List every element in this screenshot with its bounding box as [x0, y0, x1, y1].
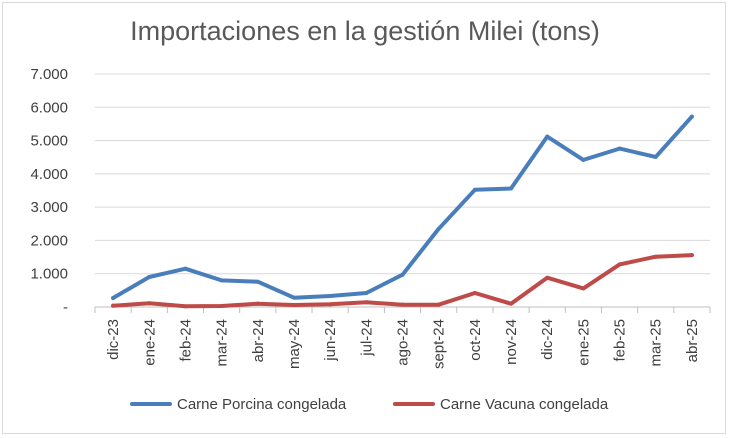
data-point [581, 157, 586, 162]
data-point [653, 254, 658, 259]
x-tick-label: abr-25 [684, 319, 701, 362]
data-point [436, 226, 441, 231]
data-point [472, 187, 477, 192]
legend-label: Carne Vacuna congelada [440, 396, 609, 413]
data-point [653, 154, 658, 159]
data-point [111, 296, 116, 301]
data-point [255, 301, 260, 306]
data-point [400, 302, 405, 307]
data-point [689, 253, 694, 258]
data-point [328, 294, 333, 299]
y-tick-label: 2.000 [30, 232, 68, 249]
y-tick-label: 7.000 [30, 66, 68, 83]
data-point [581, 286, 586, 291]
data-point [617, 146, 622, 151]
x-tick-label: ene-24 [141, 319, 158, 366]
x-tick-label: mar-25 [648, 319, 665, 367]
legend-label: Carne Porcina congelada [177, 396, 347, 413]
data-point [617, 262, 622, 267]
x-tick-label: jun-24 [322, 319, 339, 362]
data-point [400, 272, 405, 277]
y-tick-label: - [63, 299, 68, 316]
x-tick-label: nov-24 [503, 319, 520, 365]
data-point [219, 304, 224, 309]
data-point [472, 291, 477, 296]
data-point [328, 302, 333, 307]
data-point [545, 275, 550, 280]
data-point [183, 266, 188, 271]
data-point [255, 279, 260, 284]
y-tick-label: 4.000 [30, 166, 68, 183]
data-point [509, 186, 514, 191]
data-point [689, 114, 694, 119]
data-point [436, 302, 441, 307]
x-tick-label: may-24 [286, 319, 303, 369]
data-point [183, 304, 188, 309]
x-tick-label: sept-24 [431, 319, 448, 369]
data-point [545, 134, 550, 139]
x-tick-label: feb-24 [177, 319, 194, 362]
data-point [147, 275, 152, 280]
y-tick-label: 3.000 [30, 199, 68, 216]
data-point [291, 295, 296, 300]
x-tick-label: dic-24 [539, 319, 556, 360]
x-tick-label: ago-24 [395, 319, 412, 366]
data-point [111, 303, 116, 308]
data-point [147, 301, 152, 306]
y-tick-label: 6.000 [30, 99, 68, 116]
x-tick-label: ene-25 [575, 319, 592, 366]
x-tick-label: mar-24 [214, 319, 231, 367]
y-tick-label: 5.000 [30, 133, 68, 150]
series-line-carne-vacuna [111, 253, 694, 309]
x-tick-label: jul-24 [358, 319, 375, 357]
data-point [509, 301, 514, 306]
data-point [219, 278, 224, 283]
x-tick-label: abr-24 [250, 319, 267, 362]
x-tick-label: oct-24 [467, 319, 484, 361]
chart-title: Importaciones en la gestión Milei (tons) [130, 16, 600, 46]
data-point [291, 303, 296, 308]
data-point [364, 300, 369, 305]
x-tick-label: feb-25 [612, 319, 629, 362]
x-tick-label: dic-23 [105, 319, 122, 360]
data-point [364, 291, 369, 296]
y-tick-label: 1.000 [30, 266, 68, 283]
